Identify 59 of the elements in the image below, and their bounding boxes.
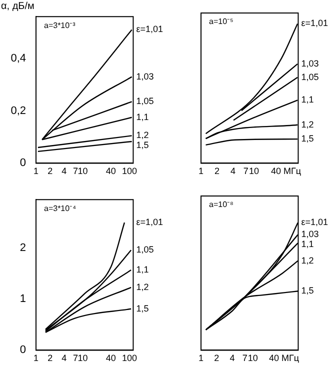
- series-label: 1,03: [136, 71, 154, 82]
- x-tick-label: 40 МГц: [269, 353, 300, 364]
- y-tick-label: 1: [20, 293, 26, 306]
- annotation: a=3*10⁻³: [44, 20, 76, 30]
- series-label: 1,2: [301, 119, 314, 130]
- x-tick-label: 7: [243, 166, 248, 176]
- series-label: 1,2: [301, 255, 314, 266]
- x-tick-label: 10: [249, 166, 260, 176]
- x-tick-label: 100: [122, 353, 138, 364]
- series-label: ε=1,01: [136, 217, 164, 228]
- y-tick-label: 0,4: [10, 52, 26, 65]
- x-tick-label: 10: [248, 353, 258, 364]
- x-tick-label: 4: [62, 353, 67, 364]
- y-tick-label: 0: [20, 344, 26, 356]
- series-label: ε=1,01: [301, 217, 328, 228]
- x-tick-label: 4: [230, 166, 236, 176]
- annotation: a=10⁻⁸: [209, 200, 234, 210]
- series-label: 1,05: [301, 72, 319, 82]
- series-label: 1,03: [301, 229, 319, 240]
- x-tick-label: 100: [122, 166, 138, 176]
- y-tick-label: 0: [20, 157, 26, 170]
- series-label: 1,5: [136, 303, 149, 314]
- series-label: 1,5: [136, 140, 149, 150]
- x-tick-label: 10: [78, 166, 88, 176]
- series-label: 1,2: [136, 130, 149, 140]
- y-tick-label: 0,2: [10, 104, 26, 117]
- x-tick-label: 1: [33, 353, 39, 364]
- y-axis-title: α, дБ/м: [1, 0, 35, 12]
- x-tick-label: 7: [242, 353, 248, 364]
- x-tick-label: 2: [48, 166, 53, 176]
- x-tick-label: 4: [230, 353, 235, 364]
- x-tick-label: 1: [33, 166, 39, 176]
- series-label: 1,05: [136, 96, 154, 106]
- y-tick-label: 2: [20, 242, 26, 254]
- x-tick-label: 2: [214, 166, 220, 176]
- series-label: 1,1: [136, 112, 149, 122]
- annotation: a=3*10⁻⁴: [44, 204, 77, 213]
- series-label: 1,03: [301, 58, 319, 68]
- series-label: 1,5: [301, 134, 314, 144]
- x-tick-label: 1: [198, 166, 204, 176]
- series-label: 1,2: [136, 282, 149, 292]
- x-tick-label: 40: [106, 166, 116, 176]
- series-label: 1,5: [301, 286, 314, 296]
- series-label: ε=1,01: [136, 24, 164, 34]
- series-label: ε=1,01: [301, 18, 328, 28]
- x-tick-label: 10: [78, 353, 88, 364]
- x-tick-label: 7: [73, 353, 78, 364]
- series-label: 1,1: [301, 239, 314, 250]
- series-label: 1,1: [136, 264, 149, 275]
- x-tick-label: 40: [106, 353, 116, 364]
- series-label: 1,1: [301, 94, 314, 105]
- x-tick-label: 1: [198, 353, 204, 364]
- x-tick-label: 7: [73, 166, 78, 176]
- x-tick-label: 40 МГц: [270, 166, 302, 176]
- x-tick-label: 4: [62, 166, 67, 176]
- x-tick-label: 2: [214, 353, 220, 364]
- annotation: a=10⁻⁵: [209, 17, 234, 26]
- x-tick-label: 2: [48, 353, 53, 364]
- series-label: 1,05: [136, 244, 154, 255]
